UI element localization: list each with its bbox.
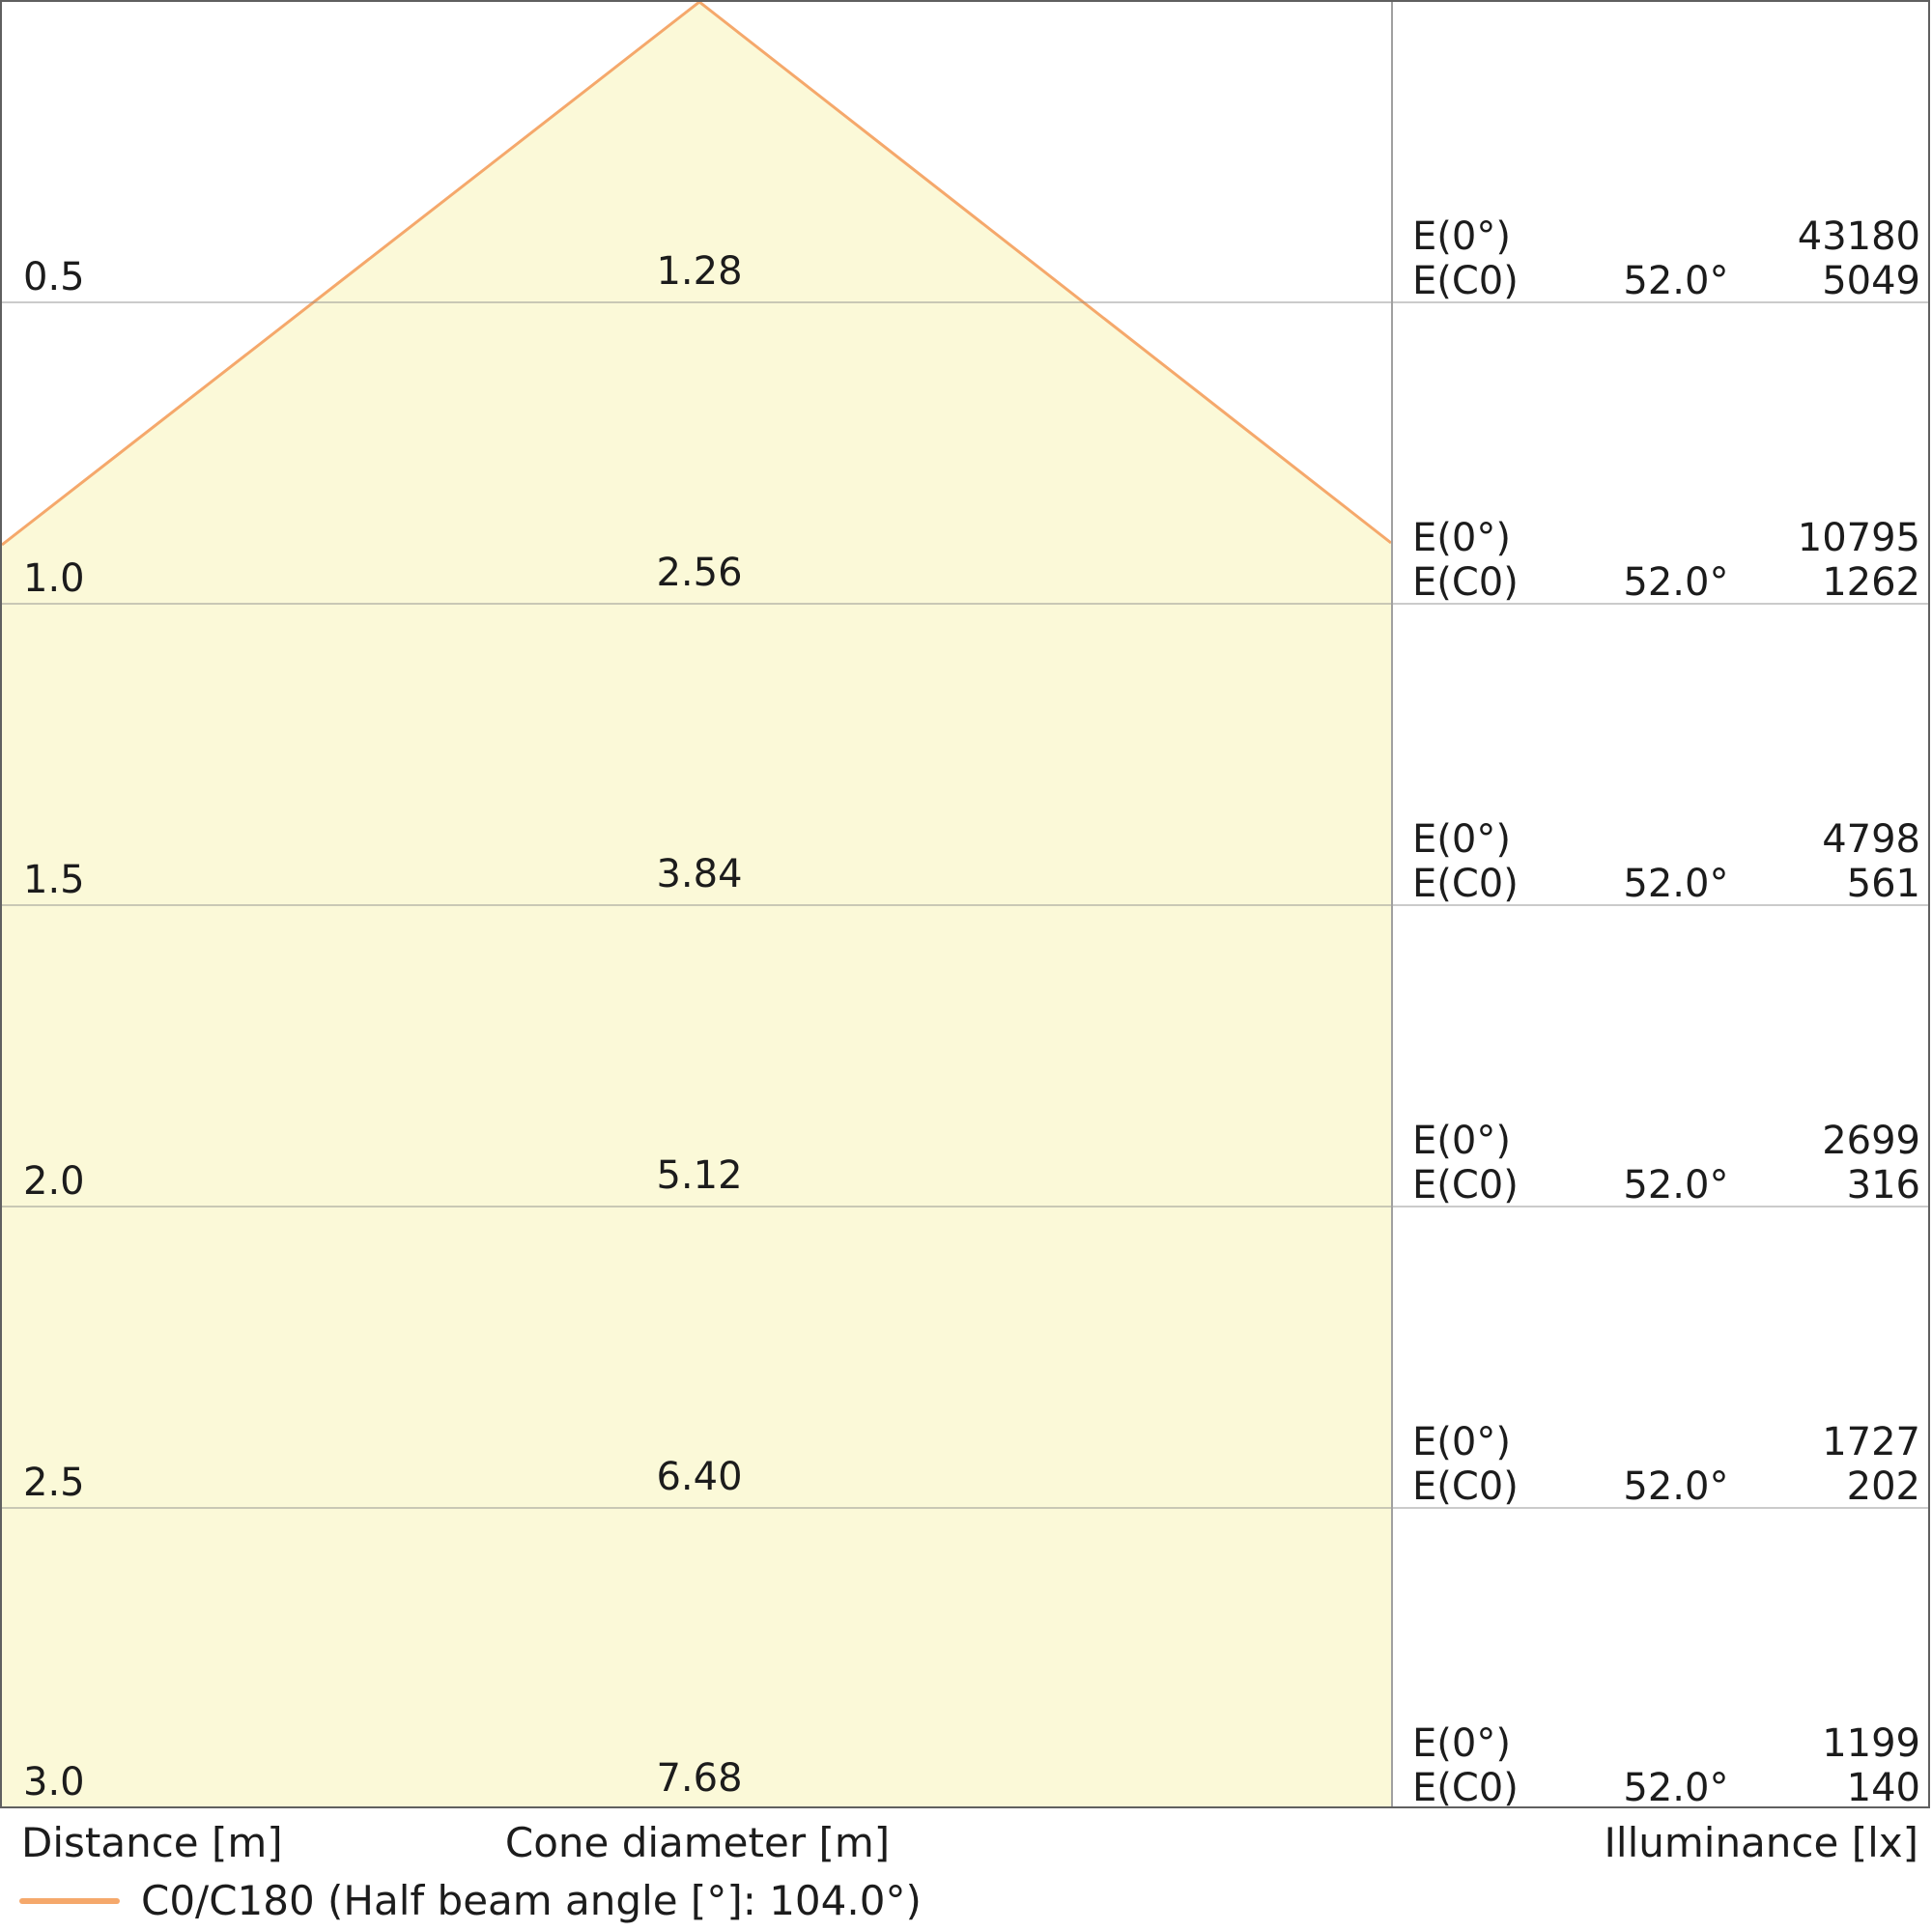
e0-label: E(0°) bbox=[1412, 516, 1511, 560]
illuminance-row-3-0m: E(0°) 1199 E(C0) 52.0° 140 bbox=[1412, 1721, 1920, 1810]
distance-tick-label: 2.5 bbox=[23, 1461, 85, 1505]
e0-label: E(0°) bbox=[1412, 817, 1511, 862]
cone-diameter-value: 1.28 bbox=[656, 249, 743, 294]
ec0-value: 561 bbox=[1846, 862, 1920, 906]
illuminance-row-0-5m: E(0°) 43180 E(C0) 52.0° 5049 bbox=[1412, 214, 1920, 303]
e0-label: E(0°) bbox=[1412, 1721, 1511, 1766]
ec0-value: 202 bbox=[1846, 1464, 1920, 1509]
beam-angle-value: 52.0° bbox=[1623, 1464, 1729, 1509]
beam-angle-value: 52.0° bbox=[1623, 560, 1729, 605]
beam-angle-value: 52.0° bbox=[1623, 1766, 1729, 1810]
chart-area: 0.5 1.0 1.5 2.0 2.5 3.0 1.28 2.56 3.84 5… bbox=[0, 0, 1930, 1810]
illuminance-row-2-5m: E(0°) 1727 E(C0) 52.0° 202 bbox=[1412, 1420, 1920, 1509]
ec0-label: E(C0) bbox=[1412, 1766, 1519, 1810]
e0-label: E(0°) bbox=[1412, 1420, 1511, 1464]
ec0-value: 1262 bbox=[1822, 560, 1920, 605]
legend-line-swatch bbox=[19, 1898, 120, 1904]
gridline-2-0m bbox=[2, 1206, 1928, 1208]
axis-label-illuminance: Illuminance [lx] bbox=[1604, 1819, 1918, 1866]
gridline-1-0m bbox=[2, 603, 1928, 605]
cone-diameter-value: 2.56 bbox=[656, 551, 743, 595]
ec0-label: E(C0) bbox=[1412, 259, 1519, 303]
e0-value: 4798 bbox=[1822, 817, 1920, 862]
cone-diameter-value: 3.84 bbox=[656, 852, 743, 896]
e0-label: E(0°) bbox=[1412, 214, 1511, 259]
gridline-1-5m bbox=[2, 904, 1928, 906]
axis-label-distance: Distance [m] bbox=[21, 1819, 283, 1866]
e0-value: 10795 bbox=[1797, 516, 1920, 560]
distance-tick-label: 0.5 bbox=[23, 255, 85, 299]
beam-angle-value: 52.0° bbox=[1623, 862, 1729, 906]
ec0-label: E(C0) bbox=[1412, 560, 1519, 605]
ec0-value: 5049 bbox=[1822, 259, 1920, 303]
distance-tick-label: 1.5 bbox=[23, 858, 85, 902]
e0-label: E(0°) bbox=[1412, 1119, 1511, 1163]
ec0-label: E(C0) bbox=[1412, 1464, 1519, 1509]
e0-value: 1727 bbox=[1822, 1420, 1920, 1464]
e0-value: 1199 bbox=[1822, 1721, 1920, 1766]
illuminance-row-2-0m: E(0°) 2699 E(C0) 52.0° 316 bbox=[1412, 1119, 1920, 1208]
cone-edge-lines-c0-c180 bbox=[2, 2, 1391, 547]
distance-tick-label: 1.0 bbox=[23, 556, 85, 601]
gridline-0-5m bbox=[2, 301, 1928, 303]
ec0-label: E(C0) bbox=[1412, 1163, 1519, 1208]
cone-diameter-value: 7.68 bbox=[656, 1756, 743, 1801]
cone-diameter-value: 5.12 bbox=[656, 1153, 743, 1198]
beam-angle-value: 52.0° bbox=[1623, 259, 1729, 303]
ec0-value: 140 bbox=[1846, 1766, 1920, 1810]
legend: C0/C180 (Half beam angle [°]: 104.0°) bbox=[19, 1874, 922, 1928]
ec0-label: E(C0) bbox=[1412, 862, 1519, 906]
light-cone-shape bbox=[2, 2, 1391, 1806]
e0-value: 2699 bbox=[1822, 1119, 1920, 1163]
distance-tick-label: 2.0 bbox=[23, 1159, 85, 1204]
legend-label: C0/C180 (Half beam angle [°]: 104.0°) bbox=[141, 1877, 922, 1924]
cone-diameter-value: 6.40 bbox=[656, 1455, 743, 1499]
illuminance-row-1-0m: E(0°) 10795 E(C0) 52.0° 1262 bbox=[1412, 516, 1920, 605]
distance-tick-label: 3.0 bbox=[23, 1760, 85, 1804]
panel-divider bbox=[1391, 2, 1393, 1806]
e0-value: 43180 bbox=[1797, 214, 1920, 259]
illuminance-row-1-5m: E(0°) 4798 E(C0) 52.0° 561 bbox=[1412, 817, 1920, 906]
gridline-2-5m bbox=[2, 1507, 1928, 1509]
ec0-value: 316 bbox=[1846, 1163, 1920, 1208]
beam-angle-value: 52.0° bbox=[1623, 1163, 1729, 1208]
axis-label-cone-diameter: Cone diameter [m] bbox=[504, 1819, 891, 1866]
cone-fill bbox=[2, 2, 1391, 1806]
